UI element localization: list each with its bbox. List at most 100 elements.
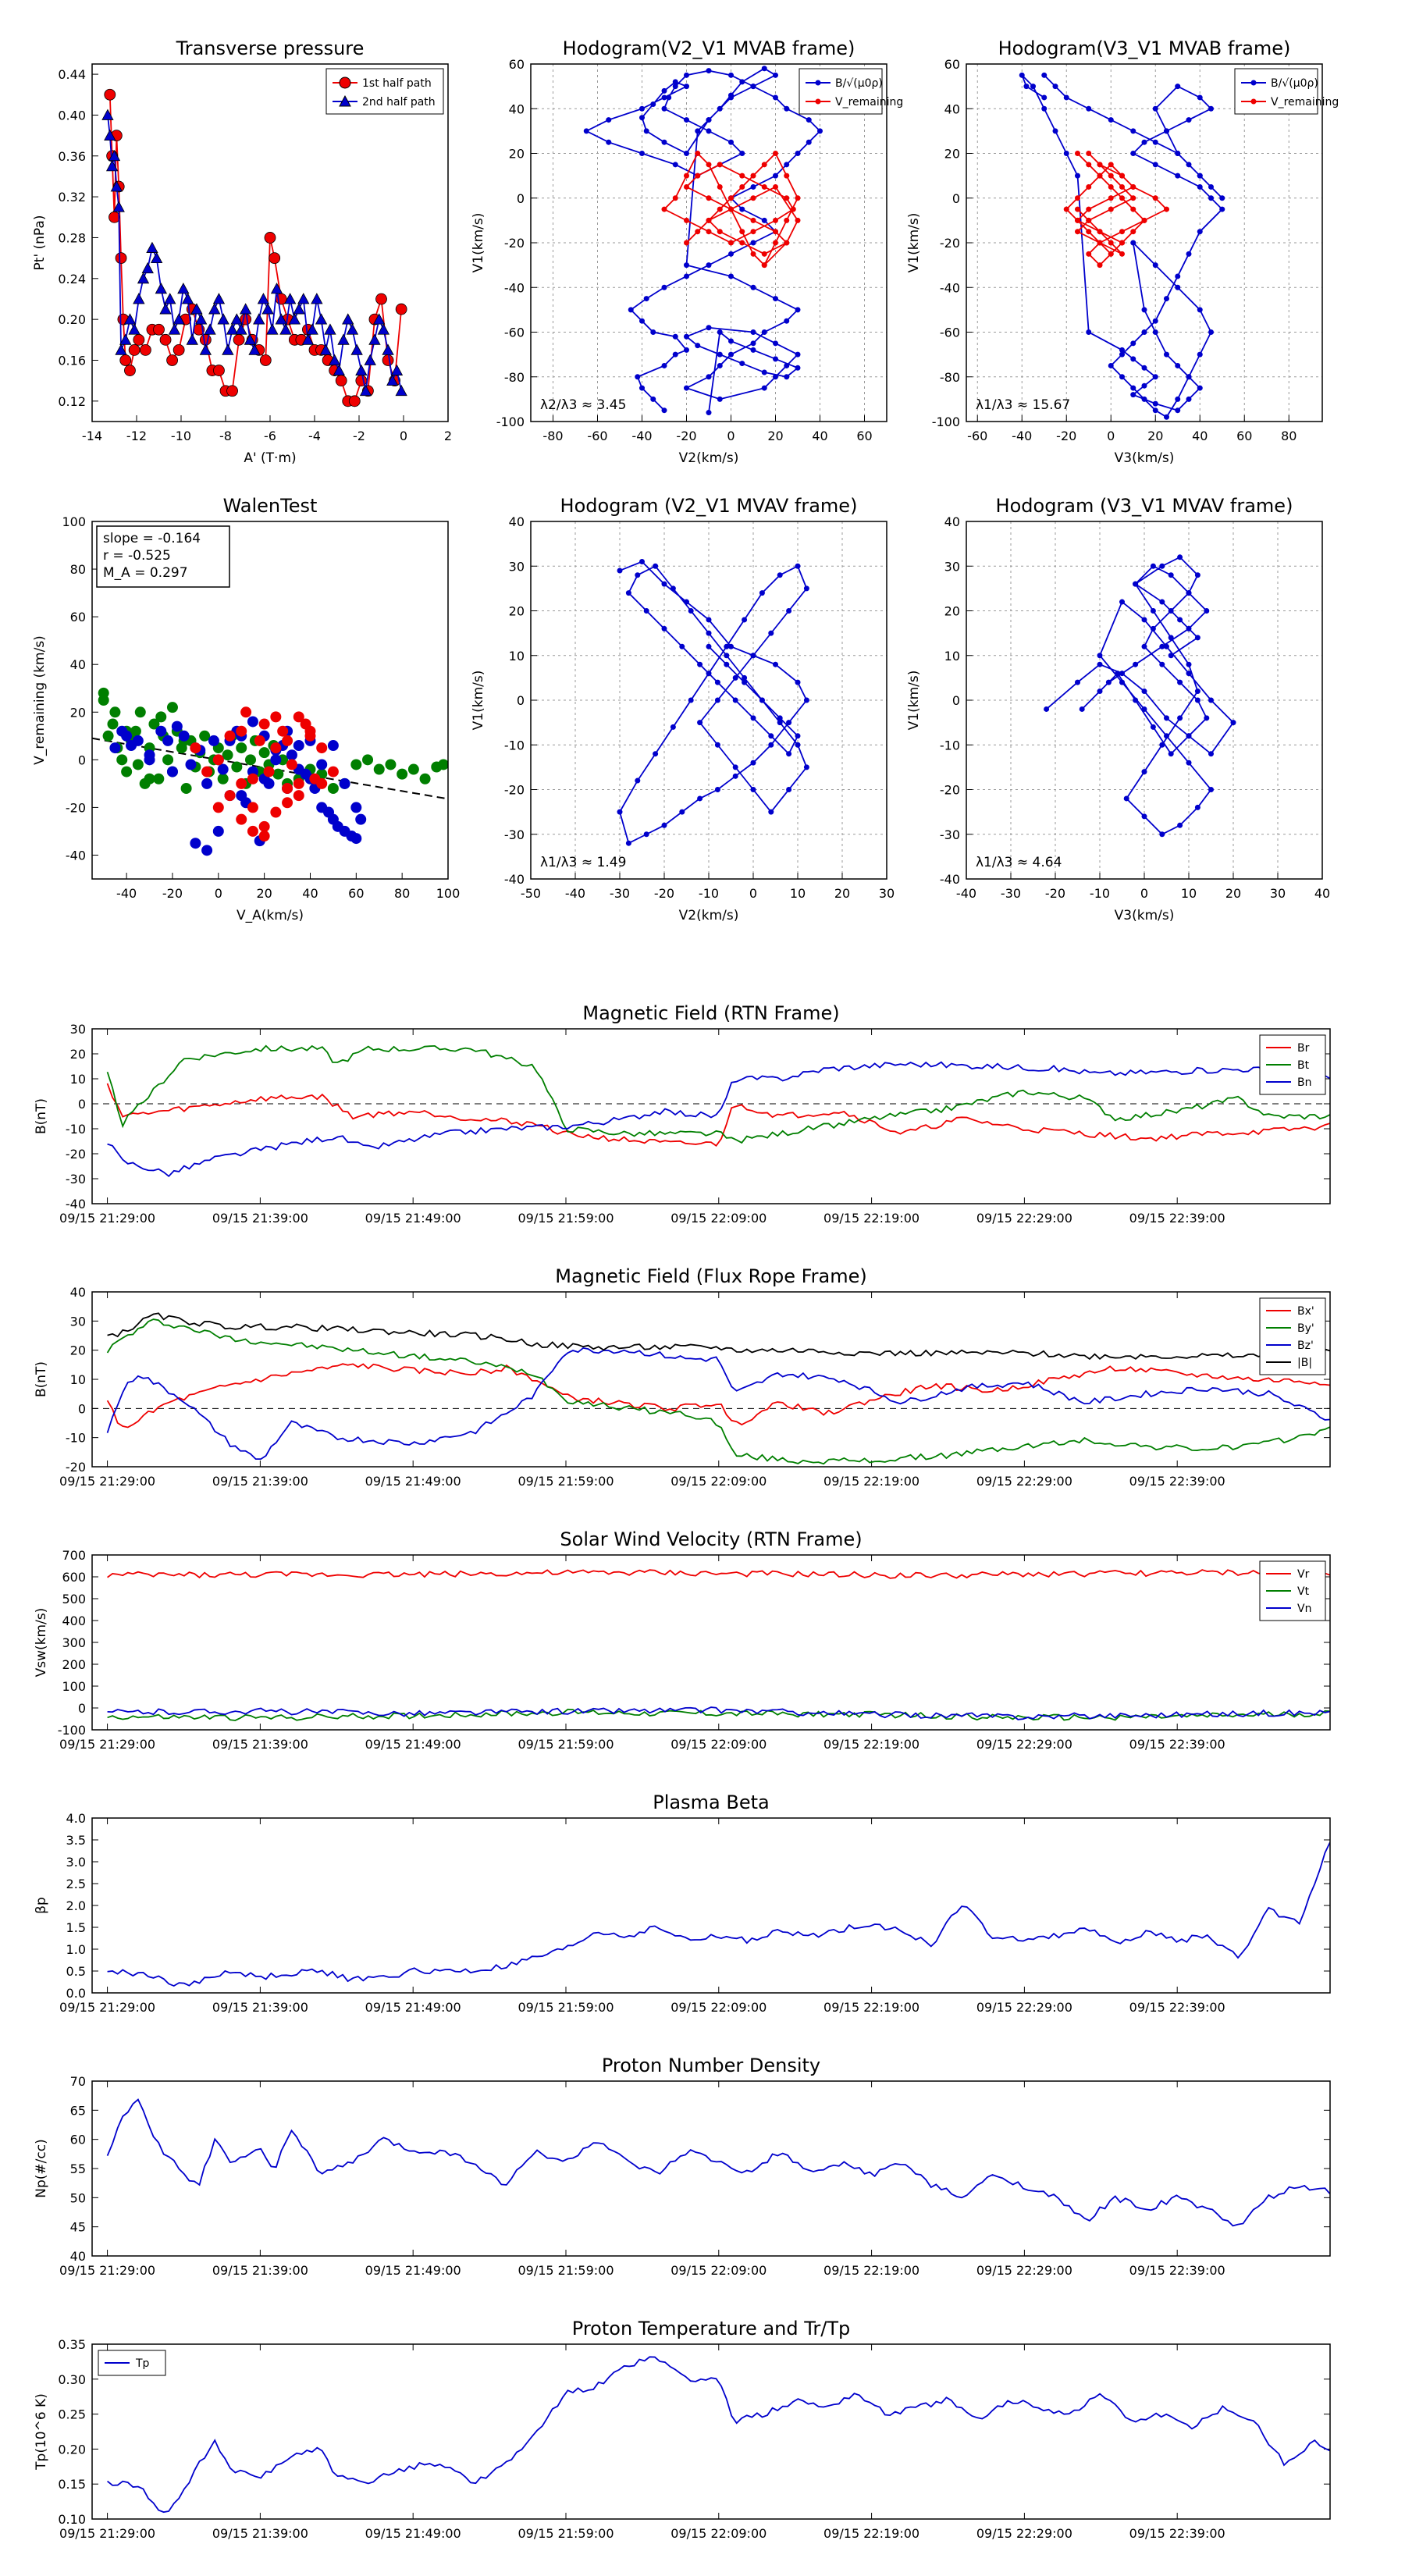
y-tick-label: 0	[78, 1097, 86, 1112]
data-point	[750, 240, 756, 246]
x-tick-label: -40	[116, 886, 137, 901]
y-tick-label: 10	[70, 1372, 86, 1387]
data-point	[253, 313, 265, 325]
data-point	[768, 809, 774, 815]
y-tick-label: 20	[509, 604, 525, 619]
y-tick-label: 2.5	[66, 1877, 86, 1891]
data-point	[806, 139, 812, 145]
data-point	[1152, 139, 1158, 145]
x-axis-label: V3(km/s)	[1115, 450, 1175, 466]
data-point	[717, 183, 723, 190]
x-tick-label: 09/15 22:39:00	[1129, 2263, 1225, 2278]
data-point	[1168, 608, 1174, 614]
data-point	[1208, 195, 1214, 201]
y-tick-label: -40	[504, 280, 525, 295]
data-point	[315, 313, 328, 325]
data-point	[293, 777, 304, 789]
y-tick-label: -80	[504, 370, 525, 385]
y-tick-label: -80	[940, 370, 960, 385]
plot-area	[101, 88, 407, 407]
y-axis-label: βp	[34, 1897, 49, 1914]
data-point	[1130, 385, 1136, 391]
x-tick-label: 20	[256, 886, 272, 901]
x-tick-label: 09/15 21:49:00	[365, 1737, 461, 1752]
data-point	[661, 625, 667, 632]
plot-area	[617, 559, 809, 846]
data-point	[1019, 72, 1025, 78]
y-tick-label: 40	[944, 101, 960, 116]
data-point	[162, 754, 174, 766]
data-point	[332, 820, 343, 832]
data-point	[208, 303, 221, 315]
data-point	[1197, 229, 1203, 235]
y-tick-label: -30	[66, 1172, 86, 1187]
data-point	[1141, 643, 1147, 649]
data-point	[257, 293, 270, 304]
y-tick-label: 0	[952, 191, 960, 206]
data-point	[695, 343, 701, 349]
data-point	[761, 329, 767, 335]
legend-label: V_remaining	[1271, 96, 1339, 109]
data-point	[661, 206, 667, 212]
y-tick-label: 200	[62, 1657, 86, 1672]
data-point	[1152, 195, 1158, 201]
data-point	[1079, 706, 1085, 712]
y-tick-label: 400	[62, 1614, 86, 1628]
x-tick-label: -50	[521, 886, 541, 901]
data-point	[795, 733, 801, 739]
data-point	[319, 343, 332, 355]
data-point	[661, 362, 667, 368]
annotation: λ1/λ3 ≈ 15.67	[976, 397, 1070, 413]
x-tick-label: 0	[1107, 429, 1115, 443]
x-tick-label: 60	[1236, 429, 1252, 443]
data-point	[661, 581, 667, 587]
chart-title: Solar Wind Velocity (RTN Frame)	[560, 1528, 862, 1550]
legend-label: B/√(μ0ρ)	[835, 77, 883, 90]
x-axis-label: V2(km/s)	[679, 908, 739, 923]
data-point	[1194, 697, 1200, 703]
data-point	[1075, 195, 1080, 201]
stats-line: M_A = 0.297	[103, 565, 188, 581]
data-point	[286, 749, 297, 761]
x-tick-label: 09/15 21:39:00	[212, 1211, 308, 1226]
y-tick-label: 0.12	[58, 394, 86, 409]
data-point	[661, 105, 667, 112]
data-point	[672, 333, 678, 340]
data-point	[166, 354, 179, 366]
data-point	[639, 105, 645, 112]
y-tick-label: 0.40	[58, 108, 86, 123]
data-point	[795, 365, 801, 371]
data-point	[724, 661, 730, 667]
data-point	[1230, 720, 1236, 726]
data-point	[1164, 296, 1169, 302]
legend-label: 2nd half path	[362, 96, 436, 109]
data-point	[1219, 195, 1225, 201]
data-point	[385, 759, 397, 770]
chart-h2: Hodogram(V3_V1 MVAB frame) -60 -40 -20 0 20 40…	[906, 37, 1339, 466]
data-point	[146, 241, 158, 253]
chart-ts1: Magnetic Field (RTN Frame) 09/15 21:29:00…	[34, 1002, 1331, 1226]
y-axis-label: Tp(10^6 K)	[34, 2393, 49, 2471]
data-point	[1164, 414, 1169, 420]
data-point	[180, 782, 192, 794]
y-tick-label: 100	[62, 514, 86, 529]
data-point	[247, 773, 258, 785]
data-point	[717, 229, 723, 235]
data-point	[339, 777, 350, 789]
y-tick-label: -10	[66, 1122, 86, 1137]
y-tick-label: 0.25	[58, 2407, 86, 2422]
data-point	[684, 347, 689, 353]
data-point	[1086, 183, 1092, 190]
data-point	[293, 303, 305, 315]
y-tick-label: 0	[517, 191, 525, 206]
data-point	[706, 617, 712, 623]
y-tick-label: 20	[944, 147, 960, 162]
data-point	[1086, 217, 1092, 223]
y-axis-label: B(nT)	[34, 1098, 49, 1134]
legend-label: Bz'	[1297, 1340, 1314, 1352]
y-axis-label: Np(#/cc)	[34, 2139, 49, 2197]
data-point	[672, 162, 678, 168]
data-point	[773, 94, 778, 101]
data-point	[759, 697, 765, 703]
data-point	[1041, 105, 1048, 112]
